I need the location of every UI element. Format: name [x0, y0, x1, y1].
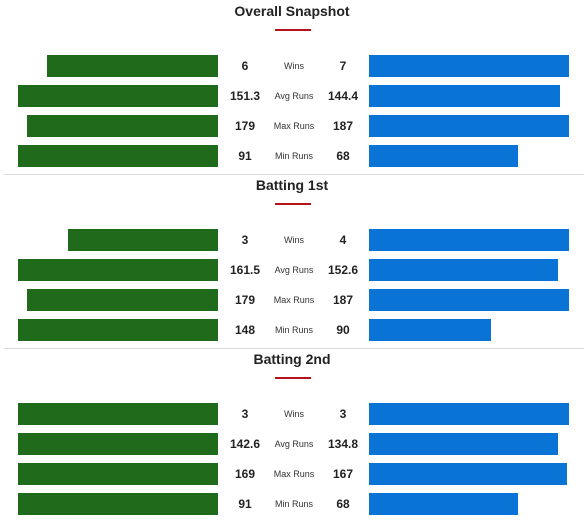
stat-row: 6 Wins 7 — [0, 54, 584, 78]
stat-label: Wins — [284, 61, 304, 71]
stat-row: 142.6 Avg Runs 134.8 — [0, 432, 584, 456]
section-title: Overall Snapshot — [234, 3, 350, 19]
stat-label: Min Runs — [274, 151, 313, 161]
team-a-value: 148 — [234, 323, 256, 337]
stat-row: 179 Max Runs 187 — [0, 114, 584, 138]
team-b-bar — [369, 229, 569, 251]
team-a-bar — [18, 433, 218, 455]
section-divider — [4, 348, 584, 349]
team-a-value: 142.6 — [229, 437, 261, 451]
stat-label: Avg Runs — [274, 439, 314, 449]
stat-label: Min Runs — [274, 499, 313, 509]
team-b-value: 4 — [339, 233, 347, 247]
section-title-underline — [275, 377, 311, 379]
stat-row: 3 Wins 3 — [0, 402, 584, 426]
team-a-bar — [27, 289, 218, 311]
team-b-value: 152.6 — [327, 263, 359, 277]
team-b-bar — [369, 463, 567, 485]
team-a-bar — [18, 145, 218, 167]
stat-row: 179 Max Runs 187 — [0, 288, 584, 312]
stat-label: Max Runs — [273, 469, 315, 479]
team-b-value: 68 — [336, 149, 350, 163]
team-b-bar — [369, 115, 569, 137]
stat-label: Wins — [284, 235, 304, 245]
section-title-underline — [275, 203, 311, 205]
stat-row: 161.5 Avg Runs 152.6 — [0, 258, 584, 282]
team-b-bar — [369, 319, 491, 341]
team-a-value: 169 — [234, 467, 256, 481]
stat-label: Min Runs — [274, 325, 313, 335]
team-a-value: 161.5 — [229, 263, 261, 277]
team-b-bar — [369, 403, 569, 425]
stat-row: 151.3 Avg Runs 144.4 — [0, 84, 584, 108]
team-a-bar — [68, 229, 218, 251]
team-b-value: 134.8 — [327, 437, 359, 451]
team-a-bar — [18, 319, 218, 341]
section-title-underline — [275, 29, 311, 31]
stat-label: Avg Runs — [274, 91, 314, 101]
team-a-bar — [47, 55, 218, 77]
team-b-value: 187 — [332, 293, 354, 307]
team-a-value: 151.3 — [229, 89, 261, 103]
stat-row: 148 Min Runs 90 — [0, 318, 584, 342]
team-a-bar — [18, 85, 218, 107]
team-b-value: 187 — [332, 119, 354, 133]
stat-label: Max Runs — [273, 295, 315, 305]
team-a-bar — [18, 493, 218, 515]
team-a-value: 179 — [234, 293, 256, 307]
team-b-bar — [369, 55, 569, 77]
team-b-bar — [369, 433, 558, 455]
team-b-bar — [369, 259, 558, 281]
team-a-value: 6 — [241, 59, 249, 73]
team-a-value: 179 — [234, 119, 256, 133]
stat-label: Max Runs — [273, 121, 315, 131]
team-a-value: 91 — [238, 149, 252, 163]
team-b-bar — [369, 289, 569, 311]
team-a-bar — [18, 259, 218, 281]
team-a-value: 3 — [241, 407, 249, 421]
team-b-value: 3 — [339, 407, 347, 421]
stat-row: 3 Wins 4 — [0, 228, 584, 252]
team-b-value: 167 — [332, 467, 354, 481]
team-a-bar — [27, 115, 218, 137]
stat-row: 91 Min Runs 68 — [0, 492, 584, 516]
stat-row: 91 Min Runs 68 — [0, 144, 584, 168]
stat-label: Avg Runs — [274, 265, 314, 275]
team-a-value: 91 — [238, 497, 252, 511]
section-divider — [4, 174, 584, 175]
team-b-bar — [369, 493, 518, 515]
section-title: Batting 1st — [255, 177, 329, 193]
stat-row: 169 Max Runs 167 — [0, 462, 584, 486]
stat-label: Wins — [284, 409, 304, 419]
team-b-value: 68 — [336, 497, 350, 511]
team-b-value: 144.4 — [327, 89, 359, 103]
team-b-bar — [369, 85, 560, 107]
team-a-value: 3 — [241, 233, 249, 247]
team-b-bar — [369, 145, 518, 167]
team-b-value: 90 — [336, 323, 350, 337]
team-a-bar — [18, 403, 218, 425]
team-b-value: 7 — [339, 59, 347, 73]
team-a-bar — [18, 463, 218, 485]
section-title: Batting 2nd — [253, 351, 331, 367]
